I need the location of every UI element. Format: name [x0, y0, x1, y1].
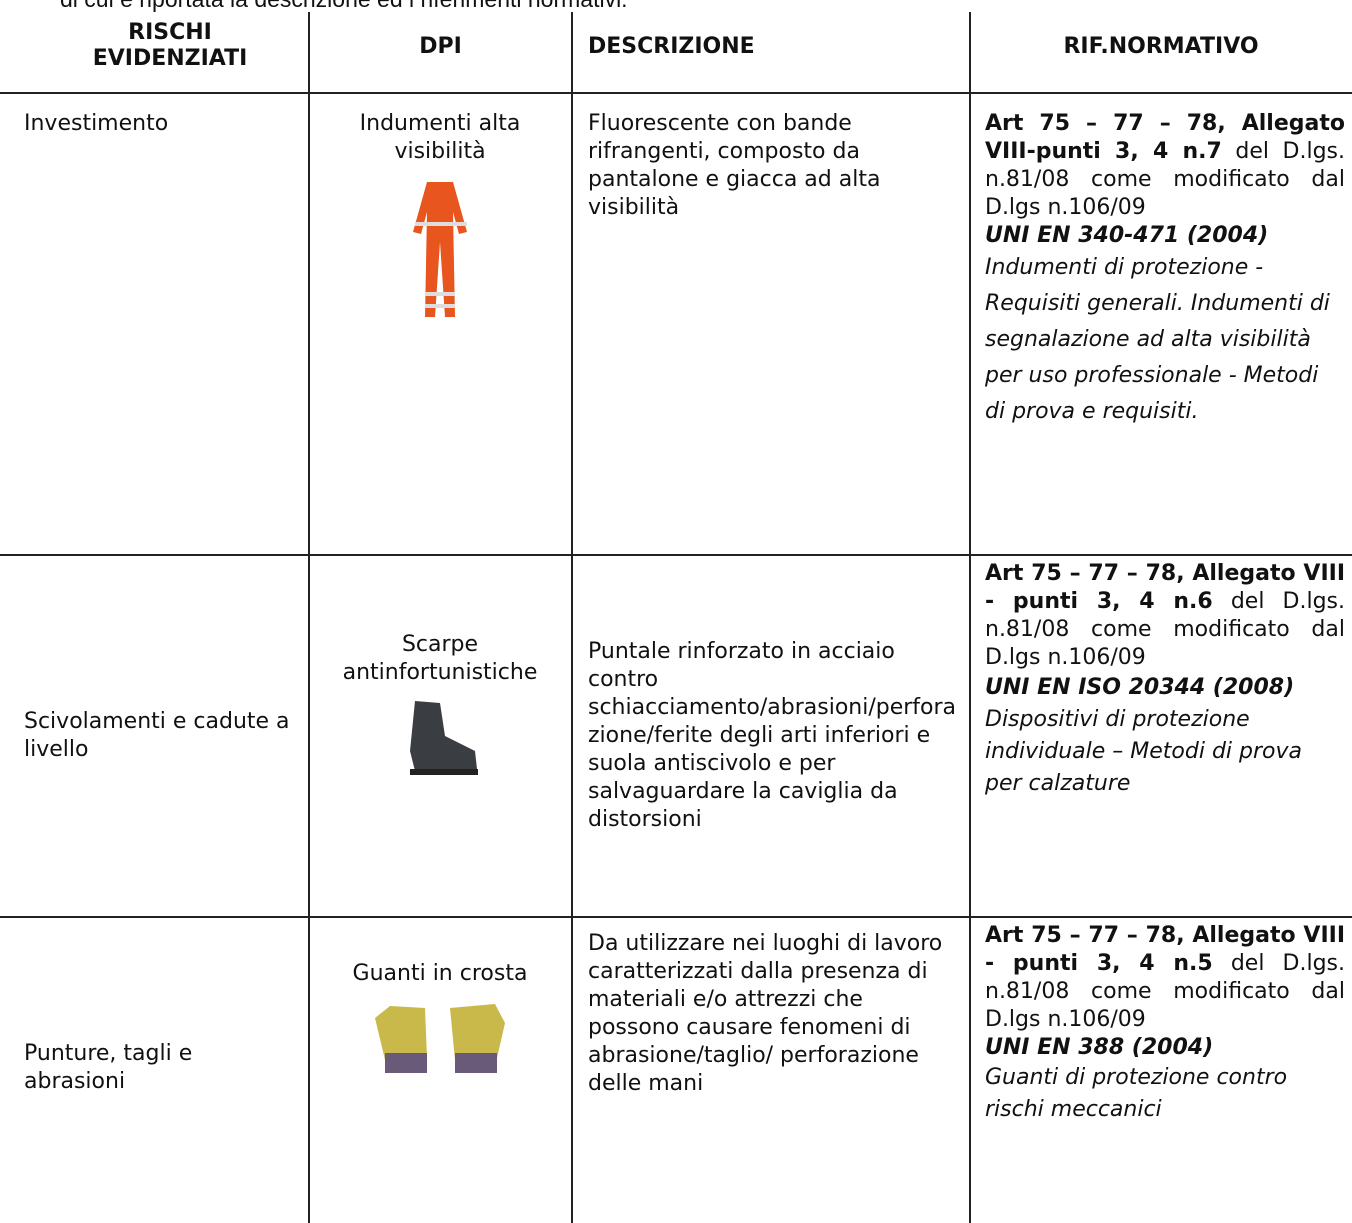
header-cell: DESCRIZIONE [588, 34, 755, 59]
risk-cell: Scivolamenti e cadute a livello [24, 556, 294, 916]
rif-articles: Art 75 – 77 – 78, Allegato VIII-punti 3,… [985, 111, 1345, 164]
row-line [0, 92, 1352, 94]
header-cell: RIF.NORMATIVO [1063, 34, 1259, 59]
column-line [969, 12, 971, 1223]
row-line [0, 554, 1352, 556]
dpi-cell: Scarpe antinfortunistiche [310, 556, 570, 856]
rif-standard: UNI EN ISO 20344 (2008) [985, 675, 1295, 700]
shoe-icon [410, 701, 478, 775]
rif-cell: Art 75 – 77 – 78, Allegato VIII - punti … [985, 922, 1345, 1126]
risk-text: Punture, tagli e abrasioni [24, 1041, 193, 1094]
rif-standard-desc: Dispositivi di protezione individuale – … [985, 707, 1303, 796]
risk-cell: Punture, tagli e abrasioni [24, 918, 294, 1218]
rif-standard: UNI EN 340-471 (2004) [985, 223, 1269, 248]
header-cell: RISCHI EVIDENZIATI [92, 20, 248, 71]
column-line [308, 12, 310, 1223]
dpi-name: Indumenti alta visibilità [359, 111, 521, 164]
dpi-cell: Guanti in crosta [310, 960, 570, 1086]
dpi-cell: Indumenti alta visibilità [320, 110, 560, 330]
rif-cell: Art 75 – 77 – 78, Allegato VIII-punti 3,… [985, 110, 1345, 430]
dpi-name: Guanti in crosta [352, 961, 528, 986]
description-cell: Da utilizzare nei luoghi di lavoro carat… [588, 931, 943, 1096]
intro-text: di cui è riportata la descrizione ed i r… [60, 0, 628, 13]
rif-standard: UNI EN 388 (2004) [985, 1035, 1214, 1060]
risk-cell: Investimento [24, 111, 169, 136]
description-text: Puntale rinforzato in acciaio contro sch… [588, 639, 957, 832]
rif-standard-desc: Indumenti di protezione - Requisiti gene… [985, 255, 1330, 424]
rif-decree: del D.lgs. n.81/08 come modificato dal D… [985, 951, 1346, 1032]
row-line [0, 916, 1352, 918]
header-cell: DPI [419, 34, 462, 59]
column-line [571, 12, 573, 1223]
rif-decree: del D.lgs. n.81/08 come modificato dal D… [985, 139, 1346, 220]
rif-decree: del D.lgs. n.81/08 come modificato dal D… [985, 589, 1346, 670]
rif-articles: Art 75 – 77 – 78, Allegato VIII - punti … [985, 923, 1345, 976]
dpi-name: Scarpe antinfortunistiche [342, 632, 538, 685]
gloves-icon [375, 1004, 505, 1073]
rif-articles: Art 75 – 77 – 78, Allegato VIII - punti … [985, 561, 1345, 614]
description-cell: Puntale rinforzato in acciaio contro sch… [588, 556, 958, 916]
description-cell: Fluorescente con bande rifrangenti, comp… [588, 111, 881, 220]
risk-text: Scivolamenti e cadute a livello [24, 709, 290, 762]
suit-icon [413, 182, 467, 317]
rif-cell: Art 75 – 77 – 78, Allegato VIII - punti … [985, 560, 1345, 800]
rif-standard-desc: Guanti di protezione contro rischi mecca… [985, 1065, 1288, 1122]
